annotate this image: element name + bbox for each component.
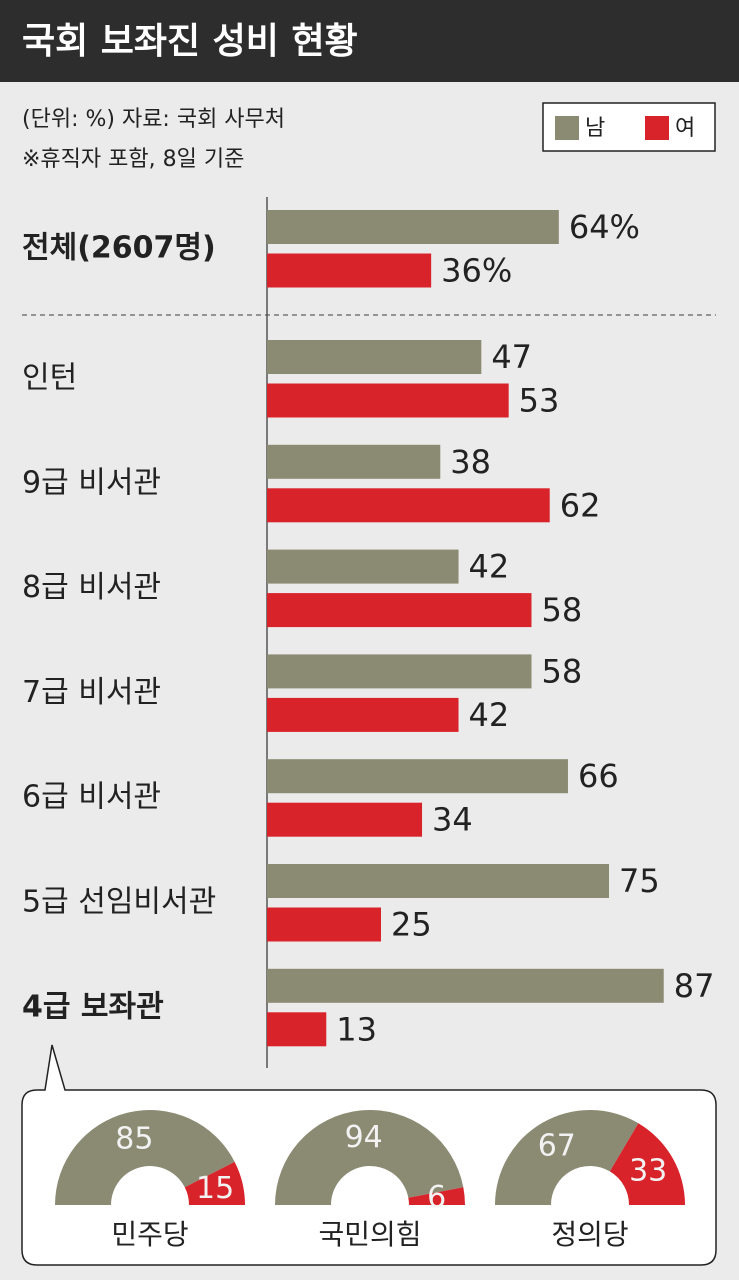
slice-label: 15: [196, 1171, 234, 1206]
category-label: 5급 선임비서관: [22, 885, 216, 920]
legend-label: 남: [585, 116, 605, 141]
bar: [267, 864, 609, 898]
value-label: 36%: [441, 252, 512, 290]
bar: [267, 654, 532, 689]
slice-label: 67: [538, 1128, 576, 1163]
legend-swatch: [555, 116, 579, 140]
category-label: 9급 비서관: [22, 465, 161, 500]
value-label: 64%: [569, 208, 640, 246]
bar: [267, 907, 381, 942]
value-label: 42: [469, 696, 510, 734]
value-label: 53: [519, 382, 560, 420]
bar: [267, 488, 550, 523]
bar: [267, 210, 559, 244]
pie-label: 국민의힘: [318, 1218, 421, 1251]
slice-label: 6: [427, 1180, 446, 1215]
bar: [267, 593, 532, 628]
value-label: 25: [391, 906, 432, 944]
category-label: 7급 비서관: [22, 675, 161, 710]
legend-label: 여: [675, 116, 695, 141]
value-label: 58: [541, 591, 582, 629]
pie-label: 민주당: [111, 1218, 188, 1251]
bar: [267, 444, 441, 479]
value-label: 47: [491, 338, 532, 376]
value-label: 13: [336, 1010, 377, 1048]
bar: [267, 383, 509, 418]
pie-slice: [609, 1123, 685, 1205]
bar: [267, 340, 482, 374]
slice-label: 85: [115, 1121, 153, 1156]
category-label: 4급 보좌관: [22, 989, 164, 1024]
bar: [267, 697, 459, 732]
value-label: 38: [450, 443, 491, 481]
title-bar: [0, 0, 739, 82]
value-label: 87: [674, 967, 715, 1005]
pie-slice: [275, 1110, 464, 1205]
slice-label: 94: [345, 1120, 383, 1155]
category-label: 6급 비서관: [22, 780, 161, 815]
pie-slice: [495, 1110, 639, 1205]
note: ※휴직자 포함, 8일 기준: [22, 147, 244, 172]
bar: [267, 802, 423, 837]
bar: [267, 968, 664, 1003]
chart-title: 국회 보좌진 성비 현황: [22, 21, 358, 62]
category-label: 인턴: [22, 361, 77, 396]
value-label: 66: [578, 757, 619, 795]
value-label: 58: [541, 652, 582, 690]
bar: [267, 1012, 327, 1047]
bar: [267, 759, 568, 794]
pie-label: 정의당: [551, 1218, 628, 1251]
value-label: 34: [432, 801, 473, 839]
slice-label: 33: [629, 1153, 667, 1188]
value-label: 75: [619, 862, 660, 900]
subtitle: (단위: %) 자료: 국회 사무처: [22, 107, 285, 132]
legend-swatch: [645, 116, 669, 140]
category-label: 전체(2607명): [22, 231, 216, 266]
category-label: 8급 비서관: [22, 570, 161, 605]
bar: [267, 253, 432, 288]
bar: [267, 549, 459, 584]
value-label: 62: [560, 486, 601, 524]
pie-slice: [408, 1187, 466, 1205]
pie-slice: [54, 1110, 235, 1205]
value-label: 42: [469, 548, 510, 586]
pie-slice: [184, 1161, 245, 1205]
